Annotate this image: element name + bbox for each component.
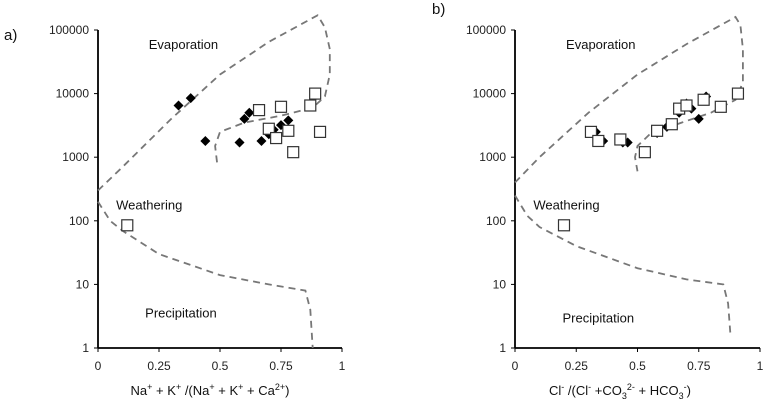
data-point-square: [262, 122, 275, 135]
data-point-square: [665, 118, 678, 131]
y-tick-label: 1: [499, 341, 506, 355]
data-point-square: [309, 87, 322, 100]
data-point-square: [252, 104, 266, 117]
y-tick-label: 10000: [473, 87, 507, 101]
x-axis-label: Na+ + K+ /(Na+ + K+ + Ca2+): [131, 382, 290, 398]
x-tick-label: 0: [512, 359, 519, 373]
x-tick-label: 0.75: [687, 359, 711, 373]
region-label-precipitation: Precipitation: [145, 306, 217, 321]
data-point-square: [650, 124, 664, 137]
data-point-square: [731, 87, 745, 100]
x-tick-label: 0.25: [565, 359, 589, 373]
data-point-diamond: [283, 115, 294, 126]
data-point-square: [304, 99, 317, 112]
gibbs-boundary-lower: [514, 195, 732, 337]
y-tick-label: 1000: [62, 150, 89, 164]
region-label-precipitation: Precipitation: [563, 311, 635, 326]
data-point-square: [680, 99, 693, 112]
y-tick-label: 10: [493, 277, 507, 291]
data-point-diamond: [239, 113, 250, 124]
y-tick-label: 10: [76, 277, 90, 291]
chart-panel-2: b) 1 10 100 1000 10000 100000 0 0.25 0.5 0.75 1 Evap…: [432, 1, 764, 401]
data-point-square: [282, 124, 295, 137]
x-tick-label: 1: [757, 359, 764, 373]
gibbs-boundary-lower: [97, 201, 314, 349]
y-tick-label: 1: [82, 341, 89, 355]
data-point-diamond: [256, 135, 267, 146]
panel-label: b): [432, 1, 445, 18]
x-tick-label: 0.5: [212, 359, 229, 373]
x-axis-label: Cl- /(Cl- +CO32- + HCO3-): [549, 382, 691, 401]
region-label-evaporation: Evaporation: [149, 37, 218, 52]
data-point-square: [638, 146, 651, 159]
x-tick-label: 0: [95, 359, 102, 373]
data-point-square: [614, 133, 627, 146]
gibbs-boundary-upper: [97, 14, 331, 192]
x-tick-label: 0.75: [269, 359, 293, 373]
data-point-square: [274, 100, 288, 113]
data-point-diamond: [200, 135, 211, 146]
data-point-diamond: [173, 100, 184, 111]
data-point-diamond: [185, 93, 196, 104]
y-tick-label: 100: [69, 214, 89, 228]
data-point-square: [557, 219, 571, 232]
gibbs-boundary-upper: [514, 15, 744, 184]
data-point-square: [121, 219, 134, 232]
data-point-square: [697, 93, 710, 106]
x-tick-label: 1: [339, 359, 346, 373]
data-point-diamond: [244, 107, 255, 118]
y-tick-label: 100000: [49, 23, 89, 37]
data-point-square: [270, 131, 283, 145]
region-label-evaporation: Evaporation: [566, 37, 635, 52]
y-tick-label: 10000: [56, 87, 90, 101]
data-point-square: [584, 125, 598, 138]
panel-label: a): [4, 27, 17, 44]
x-tick-label: 0.25: [147, 359, 171, 373]
x-tick-label: 0.5: [629, 359, 646, 373]
data-point-square: [592, 134, 605, 148]
region-label-weathering: Weathering: [116, 198, 182, 213]
data-point-diamond: [693, 113, 704, 124]
region-label-weathering: Weathering: [533, 198, 599, 213]
y-tick-label: 1000: [479, 150, 506, 164]
y-tick-label: 100: [486, 214, 506, 228]
data-point-square: [313, 125, 327, 138]
data-point-square: [287, 146, 300, 159]
data-point-diamond: [234, 137, 245, 148]
y-tick-label: 100000: [466, 23, 506, 37]
data-point-square: [714, 100, 727, 113]
chart-panel-1: a) 1 10 100 1000 10000 100000 0 0.25 0.5 0.75 1 Evap…: [4, 14, 346, 398]
